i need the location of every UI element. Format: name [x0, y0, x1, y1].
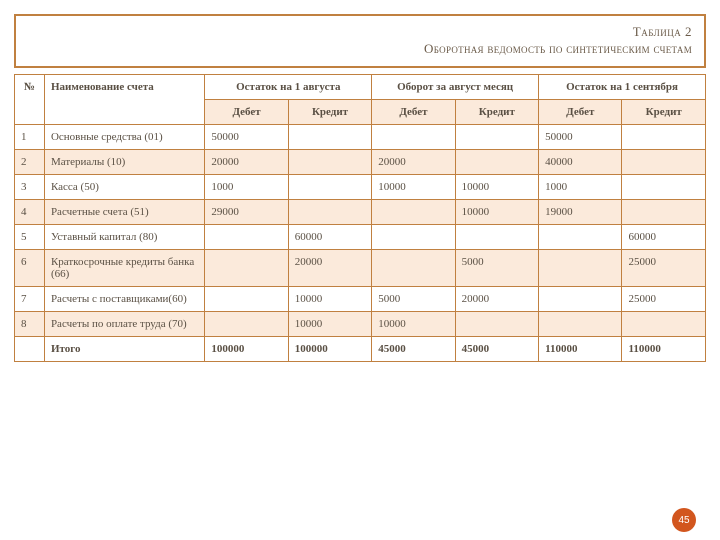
- total-cell-1: Итого: [44, 336, 204, 361]
- cell-c2: 10000: [455, 199, 538, 224]
- table-caption: Таблица 2 Оборотная ведомость по синтети…: [14, 14, 706, 68]
- cell-c2: [455, 124, 538, 149]
- cell-n: 8: [15, 311, 45, 336]
- col-group3: Остаток на 1 сентября: [539, 74, 706, 99]
- cell-c1: 20000: [288, 249, 371, 286]
- table-row: 7Расчеты с поставщиками(60) 1000050002000…: [15, 286, 706, 311]
- cell-c1: 10000: [288, 286, 371, 311]
- cell-c3: [622, 199, 706, 224]
- cell-name: Расчеты с поставщиками(60): [44, 286, 204, 311]
- col-group1: Остаток на 1 августа: [205, 74, 372, 99]
- cell-d3: 50000: [539, 124, 622, 149]
- cell-d3: [539, 286, 622, 311]
- cell-name: Краткосрочные кредиты банка (66): [44, 249, 204, 286]
- cell-d3: [539, 224, 622, 249]
- cell-c2: 20000: [455, 286, 538, 311]
- cell-d2: [372, 249, 455, 286]
- caption-line-2: Оборотная ведомость по синтетическим сче…: [28, 41, 692, 58]
- cell-d2: 20000: [372, 149, 455, 174]
- cell-c1: [288, 199, 371, 224]
- cell-d2: 10000: [372, 174, 455, 199]
- cell-n: 3: [15, 174, 45, 199]
- cell-c3: [622, 311, 706, 336]
- cell-d1: [205, 224, 288, 249]
- total-cell-5: 45000: [455, 336, 538, 361]
- cell-c2: [455, 224, 538, 249]
- col-c3: Кредит: [622, 99, 706, 124]
- cell-n: 1: [15, 124, 45, 149]
- col-name: Наименование счета: [44, 74, 204, 124]
- cell-d2: 10000: [372, 311, 455, 336]
- cell-name: Уставный капитал (80): [44, 224, 204, 249]
- cell-c3: 25000: [622, 286, 706, 311]
- cell-c1: [288, 174, 371, 199]
- cell-d1: 50000: [205, 124, 288, 149]
- cell-d1: [205, 286, 288, 311]
- cell-d2: 5000: [372, 286, 455, 311]
- col-c1: Кредит: [288, 99, 371, 124]
- total-cell-7: 110000: [622, 336, 706, 361]
- table-row: 6Краткосрочные кредиты банка (66) 20000 50…: [15, 249, 706, 286]
- col-d3: Дебет: [539, 99, 622, 124]
- cell-c3: [622, 174, 706, 199]
- col-d1: Дебет: [205, 99, 288, 124]
- caption-line-1: Таблица 2: [28, 24, 692, 41]
- turnover-table: № Наименование счета Остаток на 1 август…: [14, 74, 706, 362]
- cell-n: 5: [15, 224, 45, 249]
- cell-name: Расчетные счета (51): [44, 199, 204, 224]
- cell-d2: [372, 199, 455, 224]
- cell-c1: 60000: [288, 224, 371, 249]
- cell-d2: [372, 124, 455, 149]
- table-row: 4Расчетные счета (51)29000 1000019000: [15, 199, 706, 224]
- table-row: 3Касса (50)100010000100001000: [15, 174, 706, 199]
- col-group2: Оборот за август месяц: [372, 74, 539, 99]
- cell-c1: 10000: [288, 311, 371, 336]
- cell-c3: [622, 149, 706, 174]
- cell-n: 2: [15, 149, 45, 174]
- cell-n: 6: [15, 249, 45, 286]
- cell-c1: [288, 124, 371, 149]
- cell-c2: 5000: [455, 249, 538, 286]
- cell-d1: 1000: [205, 174, 288, 199]
- cell-c2: 10000: [455, 174, 538, 199]
- table-row: 5Уставный капитал (80) 60000 60000: [15, 224, 706, 249]
- total-cell-4: 45000: [372, 336, 455, 361]
- cell-d3: 1000: [539, 174, 622, 199]
- col-c2: Кредит: [455, 99, 538, 124]
- cell-name: Основные средства (01): [44, 124, 204, 149]
- cell-name: Расчеты по оплате труда (70): [44, 311, 204, 336]
- cell-c3: 25000: [622, 249, 706, 286]
- cell-d3: [539, 249, 622, 286]
- total-cell-6: 110000: [539, 336, 622, 361]
- total-cell-0: [15, 336, 45, 361]
- total-row: Итого1000001000004500045000110000110000: [15, 336, 706, 361]
- cell-d3: 19000: [539, 199, 622, 224]
- cell-n: 4: [15, 199, 45, 224]
- cell-c2: [455, 311, 538, 336]
- table-row: 2Материалы (10)200002000040000: [15, 149, 706, 174]
- cell-d1: 20000: [205, 149, 288, 174]
- cell-n: 7: [15, 286, 45, 311]
- table-row: 8Расчеты по оплате труда (70) 1000010000: [15, 311, 706, 336]
- page-number-badge: 45: [672, 508, 696, 532]
- col-num: №: [15, 74, 45, 124]
- cell-c3: [622, 124, 706, 149]
- cell-d2: [372, 224, 455, 249]
- total-cell-2: 100000: [205, 336, 288, 361]
- cell-c3: 60000: [622, 224, 706, 249]
- cell-name: Материалы (10): [44, 149, 204, 174]
- col-d2: Дебет: [372, 99, 455, 124]
- cell-d3: [539, 311, 622, 336]
- cell-d1: [205, 311, 288, 336]
- cell-d3: 40000: [539, 149, 622, 174]
- cell-d1: [205, 249, 288, 286]
- cell-c1: [288, 149, 371, 174]
- cell-c2: [455, 149, 538, 174]
- cell-name: Касса (50): [44, 174, 204, 199]
- total-cell-3: 100000: [288, 336, 371, 361]
- cell-d1: 29000: [205, 199, 288, 224]
- table-row: 1Основные средства (01)5000050000: [15, 124, 706, 149]
